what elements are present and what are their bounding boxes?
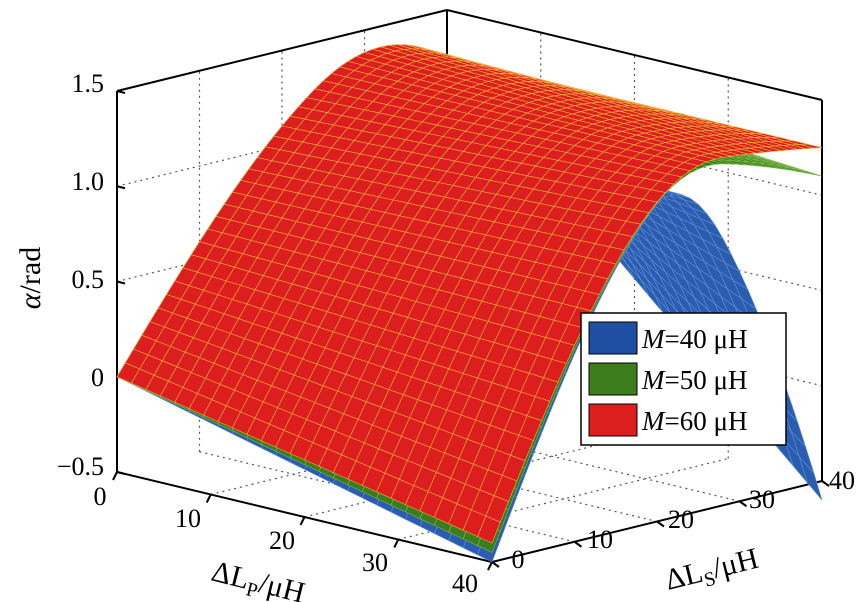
x-axis-label: ΔLP/μH: [207, 555, 308, 602]
x-tick-label: 30: [362, 548, 388, 577]
z-tick-label: 0: [91, 363, 104, 392]
x-tick-label: 40: [452, 569, 478, 598]
z-axis-label: α/rad: [14, 247, 47, 309]
x-tick-label: 10: [175, 504, 201, 533]
legend-entry: M=40 μH: [588, 321, 747, 355]
surfaces: [116, 44, 823, 563]
z-tick-label: −0.5: [57, 452, 104, 481]
y-tick-label: 40: [829, 466, 855, 495]
legend-swatch-m60: [588, 403, 638, 437]
legend-entry: M=60 μH: [588, 403, 747, 437]
box-lines: [112, 9, 830, 571]
x-tick-label: 20: [269, 526, 295, 555]
z-tick-labels: 1.5 1.0 0.5 0 −0.5: [57, 69, 104, 481]
z-tick-label: 1.5: [72, 69, 105, 98]
x-tick-labels: 0 10 20 30 40: [94, 482, 479, 598]
legend-label: M=40 μH: [641, 324, 747, 354]
y-tick-label: 10: [587, 525, 613, 554]
legend-swatch-m50: [588, 362, 638, 396]
legend-label: M=60 μH: [641, 406, 747, 436]
z-tick-label: 0.5: [72, 265, 105, 294]
y-tick-label: 30: [749, 485, 775, 514]
legend-entry: M=50 μH: [588, 362, 747, 396]
surface-patch: [477, 515, 501, 544]
y-tick-label: 0: [512, 545, 525, 574]
legend-swatch-m40: [588, 321, 638, 355]
legend: M=40 μH M=50 μH M=60 μH: [580, 312, 787, 446]
y-axis-label: ΔLS/μH: [662, 542, 763, 601]
legend-label: M=50 μH: [641, 365, 747, 395]
surface-series-2: [116, 44, 823, 544]
y-tick-label: 20: [668, 505, 694, 534]
z-tick-label: 1.0: [72, 167, 105, 196]
y-tick-labels: 0 10 20 30 40: [512, 466, 856, 574]
x-tick-label: 0: [94, 482, 107, 511]
